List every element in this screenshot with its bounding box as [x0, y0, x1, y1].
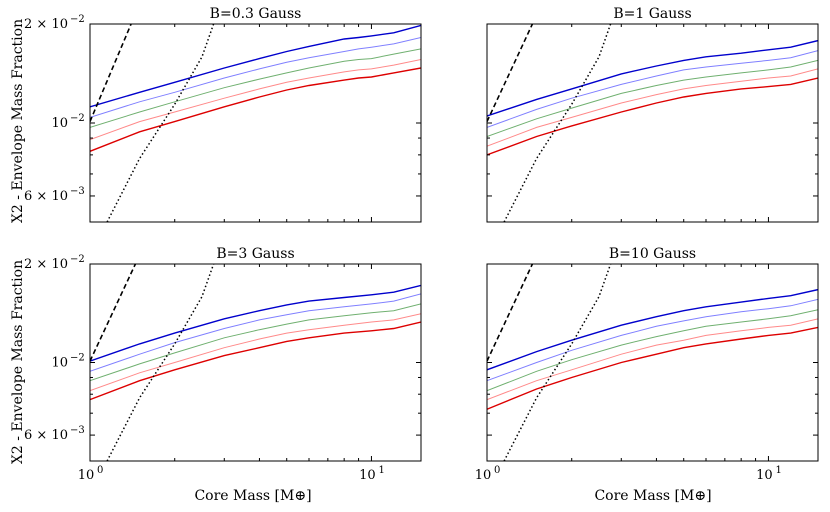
series-green — [90, 303, 421, 382]
panel-title: B=0.3 Gauss — [210, 6, 302, 22]
series-green — [90, 48, 421, 128]
series-red — [90, 321, 421, 401]
x-tick-label: 10 — [756, 468, 773, 483]
dotted-reference-line — [106, 24, 215, 222]
series-blue — [487, 39, 818, 117]
axes-frame — [89, 263, 422, 462]
plot-area — [487, 264, 818, 461]
y-tick-label: 6 × 10 — [24, 189, 68, 204]
series-blue — [90, 24, 421, 108]
y-tick-label: 10 — [51, 116, 68, 131]
y-tick-label: 10 — [51, 356, 68, 371]
dotted-reference-line — [503, 24, 612, 222]
series-green — [487, 309, 818, 392]
y-tick-label-exponent: −2 — [70, 353, 85, 364]
x-tick-label: 10 — [359, 468, 376, 483]
dashed-reference-line — [487, 24, 534, 122]
panel-2: B=1 Gauss — [486, 6, 819, 223]
ylabel-bottom: X2 - Envelope Mass Fraction — [10, 260, 26, 464]
dashed-reference-line — [90, 24, 132, 122]
y-tick-label-exponent: −2 — [70, 254, 85, 265]
series-pink — [487, 318, 818, 401]
series-lightblue — [90, 37, 421, 118]
series-lightblue — [487, 298, 818, 382]
x-tick-label-exponent: 0 — [97, 465, 103, 476]
series-blue — [487, 288, 818, 371]
panel-title: B=3 Gauss — [216, 246, 294, 262]
series-blue — [90, 284, 421, 362]
series-red — [90, 67, 421, 152]
dashed-reference-line — [487, 264, 534, 362]
series-pink — [487, 68, 818, 147]
y-tick-label-exponent: −2 — [70, 113, 85, 124]
y-tick-label-exponent: −3 — [70, 186, 85, 197]
series-lightblue — [487, 50, 818, 128]
axes-frame — [89, 23, 422, 223]
x-tick-label: 10 — [475, 468, 492, 483]
x-tick-label-exponent: 1 — [775, 465, 781, 476]
plot-area — [487, 24, 818, 222]
y-tick-label: 2 × 10 — [24, 257, 68, 272]
x-tick-label-exponent: 1 — [378, 465, 384, 476]
panel-title: B=1 Gauss — [613, 6, 691, 22]
dotted-reference-line — [106, 264, 215, 461]
series-pink — [90, 59, 421, 141]
y-tick-label: 2 × 10 — [24, 17, 68, 32]
ylabel-top: X2 - Envelope Mass Fraction — [10, 19, 26, 223]
plot-area — [90, 264, 421, 461]
y-tick-label-exponent: −2 — [70, 14, 85, 25]
dashed-reference-line — [90, 264, 137, 362]
series-lightblue — [90, 293, 421, 372]
y-tick-label: 6 × 10 — [24, 428, 68, 443]
series-red — [487, 77, 818, 156]
xlabel-left: Core Mass [M⊕] — [194, 488, 311, 504]
series-pink — [90, 313, 421, 392]
xlabel-right: Core Mass [M⊕] — [594, 488, 711, 504]
series-red — [487, 326, 818, 410]
y-tick-label-exponent: −3 — [70, 425, 85, 436]
x-tick-label: 10 — [78, 468, 95, 483]
plot-area — [90, 24, 421, 222]
x-tick-label-exponent: 0 — [494, 465, 500, 476]
panel-title: B=10 Gauss — [609, 246, 696, 262]
series-green — [487, 59, 818, 137]
axes-frame — [486, 23, 819, 223]
